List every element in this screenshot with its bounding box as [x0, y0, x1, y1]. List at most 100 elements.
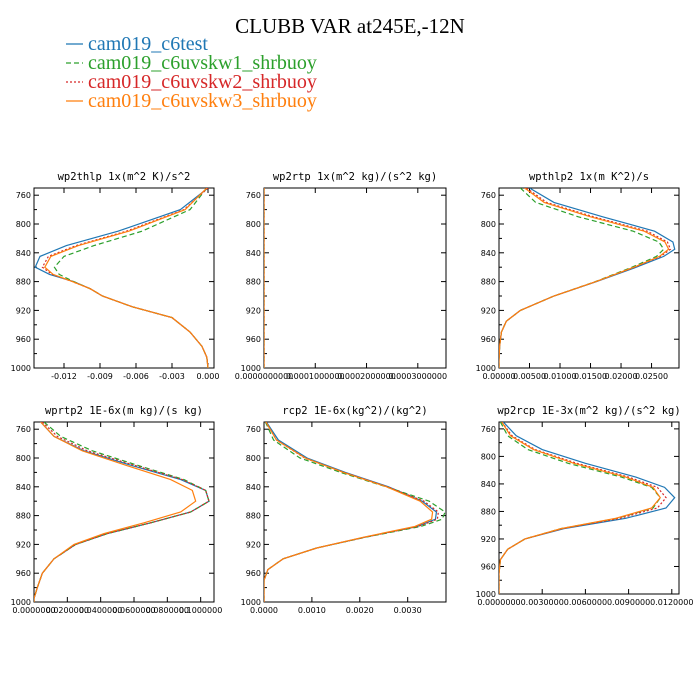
x-tick-label: 0.0003000000 [389, 372, 448, 381]
plot-frame [263, 187, 447, 369]
x-tick-label: 0.00500 [513, 372, 546, 381]
y-tick-label: 920 [481, 535, 496, 544]
series-line-4 [34, 422, 197, 602]
x-tick-label: 0.0000000 [477, 598, 520, 607]
y-tick-label: 880 [481, 507, 496, 516]
panel-4: wprtp2 1E-6x(m kg)/(s kg) 760 800 840 880 920… [11, 405, 223, 615]
y-tick-label: 960 [16, 569, 31, 578]
legend-item: cam019_c6uvskw1_shrbuoy [66, 52, 317, 74]
y-tick-label: 1000 [476, 590, 496, 599]
panel-title: wp2thlp 1x(m^2 K)/s^2 [58, 171, 191, 183]
plot-frame [498, 187, 680, 369]
panel-title: wprtp2 1E-6x(m kg)/(s kg) [45, 405, 203, 417]
legend-item: cam019_c6uvskw3_shrbuoy [66, 90, 317, 112]
y-tick-label: 760 [481, 191, 496, 200]
series-line-3 [499, 422, 667, 594]
y-tick-label: 960 [481, 562, 496, 571]
x-tick-label: 0.000 [197, 372, 220, 381]
x-tick-label: -0.012 [51, 372, 77, 381]
y-tick-label: 920 [481, 306, 496, 315]
plot-frame [33, 187, 215, 369]
legend-label: cam019_c6uvskw3_shrbuoy [88, 90, 317, 112]
y-tick-label: 960 [481, 335, 496, 344]
y-tick-label: 920 [16, 306, 31, 315]
y-tick-label: 920 [246, 306, 261, 315]
x-tick-label: 0.0002000000 [337, 372, 396, 381]
x-tick-label: 0.0060000 [564, 598, 607, 607]
x-tick-label: -0.003 [159, 372, 185, 381]
panel-2: wp2rtp 1x(m^2 kg)/(s^2 kg) 760 800 840 880 92… [235, 171, 447, 381]
y-tick-label: 920 [16, 540, 31, 549]
x-tick-label: 0.01000 [543, 372, 576, 381]
x-tick-label: 0.0090000 [607, 598, 650, 607]
y-tick-label: 1000 [241, 598, 261, 607]
x-tick-label: 0.0030 [394, 606, 422, 615]
x-tick-label: -0.006 [123, 372, 149, 381]
y-tick-label: 800 [246, 454, 261, 463]
plot-frame [33, 421, 215, 603]
x-tick-label: 0.0030000 [521, 598, 564, 607]
panels: wp2thlp 1x(m^2 K)/s^2 760 800 840 880 920 960 1… [11, 171, 694, 615]
panel-5: rcp2 1E-6x(kg^2)/(kg^2) 760 800 840 880 920 96… [241, 405, 447, 615]
series-line-1 [34, 422, 210, 602]
x-tick-label: 0.00000 [482, 372, 515, 381]
y-tick-label: 760 [246, 191, 261, 200]
y-tick-label: 880 [246, 512, 261, 521]
plot-frame [498, 421, 680, 595]
x-tick-label: 0.0800000 [146, 606, 189, 615]
y-tick-label: 760 [481, 425, 496, 434]
legend-label: cam019_c6test [88, 33, 208, 55]
panel-title: wp2rtp 1x(m^2 kg)/(s^2 kg) [273, 171, 437, 183]
y-tick-label: 760 [246, 425, 261, 434]
y-tick-label: 960 [246, 569, 261, 578]
x-tick-label: 0.0020 [346, 606, 374, 615]
plot-frame [263, 421, 447, 603]
legend-item: cam019_c6uvskw2_shrbuoy [66, 71, 317, 93]
x-tick-label: 0.0000 [250, 606, 278, 615]
y-tick-label: 840 [246, 249, 261, 258]
legend: cam019_c6testcam019_c6uvskw1_shrbuoycam0… [66, 33, 317, 112]
y-tick-label: 1000 [476, 364, 496, 373]
panel-title: wpthlp2 1x(m K^2)/s [529, 171, 649, 183]
legend-label: cam019_c6uvskw2_shrbuoy [88, 71, 317, 93]
series-line-4 [44, 188, 209, 368]
y-tick-label: 760 [16, 191, 31, 200]
series-line-4 [499, 422, 662, 594]
figure-title: CLUBB VAR at245E,-12N [235, 14, 465, 38]
x-tick-label: 0.0000000000 [235, 372, 294, 381]
legend-label: cam019_c6uvskw1_shrbuoy [88, 52, 317, 74]
series-line-2 [264, 422, 446, 602]
y-tick-label: 800 [16, 454, 31, 463]
y-tick-label: 840 [246, 483, 261, 492]
series-line-4 [499, 188, 670, 368]
y-tick-label: 840 [481, 480, 496, 489]
x-tick-label: 0.0200000 [46, 606, 89, 615]
y-tick-label: 1000 [241, 364, 261, 373]
y-tick-label: 1000 [11, 598, 31, 607]
series-line-3 [34, 422, 210, 602]
y-tick-label: 760 [16, 425, 31, 434]
y-tick-label: 1000 [11, 364, 31, 373]
x-tick-label: 0.0120000 [650, 598, 693, 607]
y-tick-label: 800 [246, 220, 261, 229]
x-tick-label: 0.1000000 [179, 606, 222, 615]
panel-title: rcp2 1E-6x(kg^2)/(kg^2) [282, 405, 427, 417]
panel-3: wpthlp2 1x(m K^2)/s 760 800 840 880 920 960 100… [476, 171, 680, 381]
y-tick-label: 880 [246, 278, 261, 287]
x-tick-label: 0.0000000 [12, 606, 55, 615]
panel-1: wp2thlp 1x(m^2 K)/s^2 760 800 840 880 920 960 1… [11, 171, 220, 381]
series-line-2 [53, 188, 209, 368]
panel-6: wp2rcp 1E-3x(m^2 kg)/(s^2 kg)760 800 840 88… [476, 405, 694, 607]
y-tick-label: 840 [16, 249, 31, 258]
x-tick-label: 0.0600000 [112, 606, 155, 615]
y-tick-label: 880 [16, 278, 31, 287]
y-tick-label: 840 [16, 483, 31, 492]
y-tick-label: 960 [246, 335, 261, 344]
y-tick-label: 960 [16, 335, 31, 344]
y-tick-label: 880 [16, 512, 31, 521]
series-line-1 [499, 188, 676, 368]
y-tick-label: 800 [16, 220, 31, 229]
x-tick-label: 0.02500 [635, 372, 668, 381]
series-line-2 [34, 422, 210, 602]
